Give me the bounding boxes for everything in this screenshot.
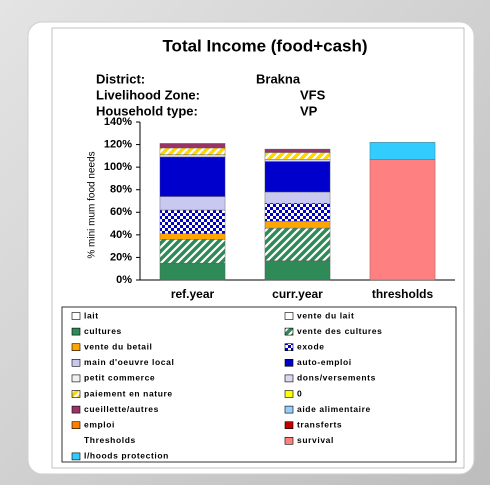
bar-segment bbox=[369, 142, 436, 160]
legend-swatch bbox=[71, 312, 81, 320]
info-label: District: bbox=[96, 71, 145, 86]
legend-label: paiement en nature bbox=[84, 388, 173, 398]
legend-label: l/hoods protection bbox=[84, 451, 169, 461]
legend-label: dons/versements bbox=[297, 373, 376, 383]
bar-segment bbox=[264, 191, 331, 204]
legend-label: cultures bbox=[84, 326, 122, 336]
legend-label: vente du lait bbox=[297, 310, 354, 320]
legend-label: cueillette/autres bbox=[84, 404, 159, 414]
bar-segment bbox=[264, 161, 331, 193]
y-tick-label: 20% bbox=[110, 251, 132, 263]
y-tick-label: 100% bbox=[104, 161, 132, 173]
legend-swatch bbox=[284, 436, 294, 445]
bar-segment bbox=[159, 262, 226, 281]
legend-label: emploi bbox=[84, 419, 115, 429]
legend-label: vente des cultures bbox=[297, 326, 382, 336]
legend-label: transferts bbox=[297, 419, 342, 429]
legend-label: main d'oeuvre local bbox=[84, 357, 174, 367]
legend-swatch bbox=[71, 374, 81, 383]
legend-label: petit commerce bbox=[84, 373, 155, 383]
legend-swatch bbox=[284, 358, 294, 367]
bar-segment bbox=[159, 147, 226, 155]
y-tick-label: 0% bbox=[116, 274, 132, 286]
bar-segment bbox=[264, 260, 331, 281]
legend-swatch bbox=[284, 405, 294, 414]
info-value: VFS bbox=[300, 87, 326, 102]
info-label: Livelihood Zone: bbox=[96, 87, 200, 102]
legend-swatch bbox=[71, 358, 81, 367]
y-axis-label: % mini mum food needs bbox=[87, 151, 98, 258]
legend-swatch bbox=[71, 405, 81, 414]
info-value: Brakna bbox=[256, 71, 301, 86]
bar-segment bbox=[159, 233, 226, 240]
legend-swatch bbox=[71, 390, 81, 398]
bar-segment bbox=[264, 159, 331, 162]
x-tick-label: ref.year bbox=[171, 287, 215, 301]
legend-label: lait bbox=[84, 310, 99, 320]
bar-segment bbox=[159, 143, 226, 149]
legend-label: 0 bbox=[297, 388, 302, 398]
bar-segment bbox=[159, 239, 226, 264]
legend-swatch bbox=[284, 390, 294, 398]
legend-label: vente du betail bbox=[84, 341, 153, 351]
bar-segment bbox=[264, 221, 331, 229]
legend-swatch bbox=[71, 421, 81, 430]
bar-segment bbox=[264, 227, 331, 262]
legend-swatch bbox=[71, 452, 81, 461]
legend-label: survival bbox=[297, 435, 334, 445]
legend-swatch bbox=[284, 374, 294, 383]
x-tick-label: curr.year bbox=[272, 287, 323, 301]
legend-heading: Thresholds bbox=[84, 435, 136, 445]
info-label: Household type: bbox=[96, 103, 198, 118]
y-tick-label: 80% bbox=[110, 184, 132, 196]
legend-swatch bbox=[284, 312, 294, 320]
legend-box bbox=[61, 306, 457, 463]
bar-segment bbox=[264, 152, 331, 160]
legend-label: exode bbox=[297, 341, 325, 351]
legend-swatch bbox=[71, 343, 81, 352]
y-tick-label: 120% bbox=[104, 138, 132, 150]
legend-swatch bbox=[284, 327, 294, 336]
legend-swatch bbox=[71, 327, 81, 336]
bar-segment bbox=[159, 154, 226, 158]
legend-swatch bbox=[284, 421, 294, 430]
y-tick-label: 40% bbox=[110, 229, 132, 241]
legend-swatch bbox=[284, 343, 294, 352]
chart-title: Total Income (food+cash) bbox=[162, 36, 367, 55]
legend-label: auto-emploi bbox=[297, 357, 352, 367]
bar-segment bbox=[369, 159, 436, 281]
info-value: VP bbox=[300, 103, 318, 118]
legend-label: aide alimentaire bbox=[297, 404, 371, 414]
bar-segment bbox=[159, 209, 226, 234]
y-tick-label: 60% bbox=[110, 206, 132, 218]
x-tick-label: thresholds bbox=[372, 287, 434, 301]
y-tick-label: 140% bbox=[104, 116, 132, 128]
bar-segment bbox=[264, 148, 331, 153]
bar-segment bbox=[264, 203, 331, 222]
bar-segment bbox=[159, 156, 226, 197]
bar-segment bbox=[159, 196, 226, 211]
